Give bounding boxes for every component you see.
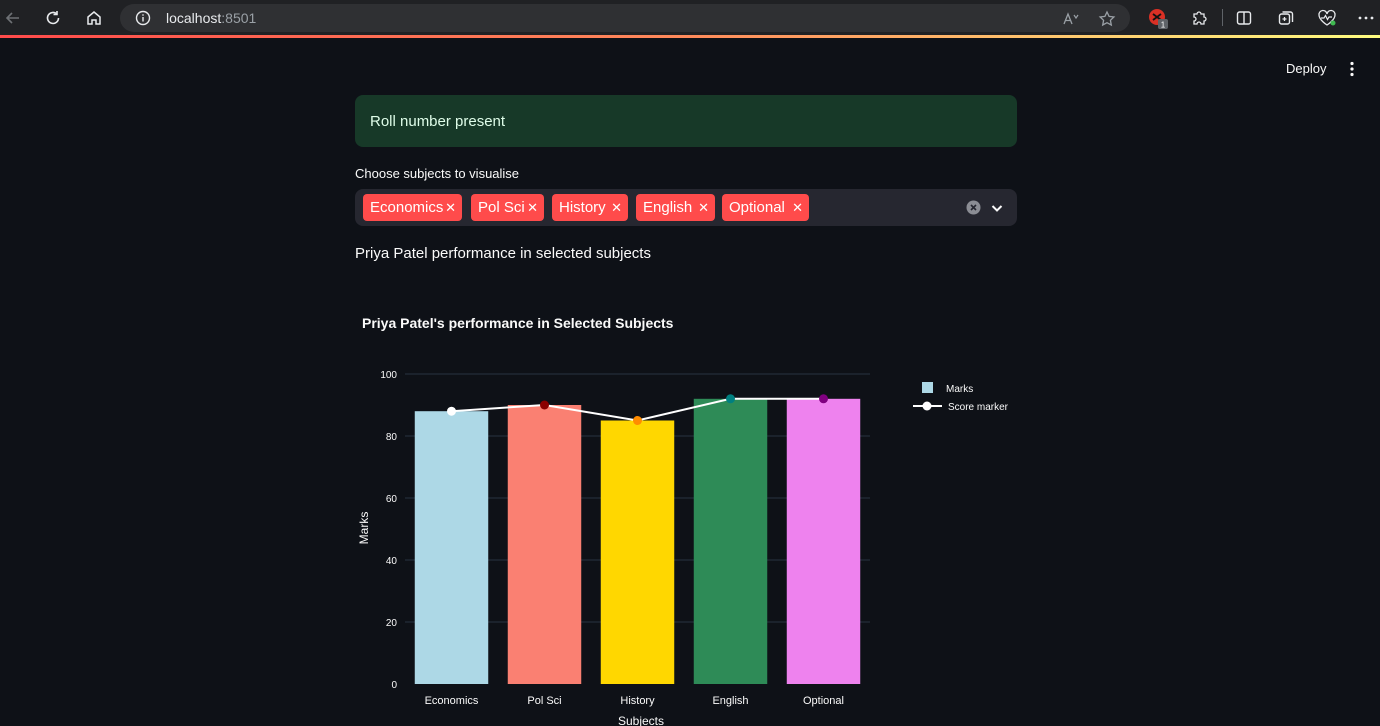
bar xyxy=(786,398,861,684)
toolbar-divider xyxy=(1222,9,1223,26)
deploy-button[interactable]: Deploy xyxy=(1286,61,1327,76)
home-button[interactable] xyxy=(81,5,107,31)
legend-marks-swatch xyxy=(922,382,933,393)
score-marker xyxy=(447,406,456,416)
tag-english[interactable]: English ✕ xyxy=(636,194,715,221)
streamlit-decoration-bar xyxy=(0,35,1380,38)
remove-tag-icon[interactable]: ✕ xyxy=(445,200,456,215)
more-horizontal-icon xyxy=(1358,16,1374,20)
browser-essentials-button[interactable] xyxy=(1315,6,1339,30)
tag-label: Optional xyxy=(729,199,785,216)
extension-badge: 1 xyxy=(1161,21,1166,30)
collections-button[interactable] xyxy=(1274,6,1298,30)
puzzle-icon xyxy=(1193,11,1207,25)
back-arrow-icon xyxy=(5,12,19,24)
main-menu-button[interactable] xyxy=(1342,59,1362,79)
favorite-button[interactable] xyxy=(1096,9,1118,29)
subjects-multiselect[interactable]: Economics ✕ Pol Sci ✕ History ✕ English … xyxy=(355,189,1017,226)
x-tick-label: English xyxy=(712,695,748,707)
bar xyxy=(693,398,768,684)
vertical-dots-icon xyxy=(1350,61,1354,77)
performance-caption: Priya Patel performance in selected subj… xyxy=(355,245,651,262)
back-button[interactable] xyxy=(0,5,26,31)
score-marker xyxy=(726,394,735,404)
tag-history[interactable]: History ✕ xyxy=(552,194,628,221)
legend-score-marker xyxy=(922,401,932,411)
tag-label: Economics xyxy=(370,199,444,216)
y-tick-label: 40 xyxy=(386,556,398,567)
plotly-chart[interactable]: Priya Patel's performance in Selected Su… xyxy=(355,295,1017,726)
tag-label: History xyxy=(559,199,606,216)
x-axis-label: Subjects xyxy=(618,714,664,726)
chevron-down-icon[interactable] xyxy=(989,200,1005,216)
extension-button[interactable]: 1 xyxy=(1146,6,1170,30)
extensions-button[interactable] xyxy=(1187,6,1211,30)
bar xyxy=(414,411,489,684)
tag-label: Pol Sci xyxy=(478,199,525,216)
tag-label: English xyxy=(643,199,693,216)
bar xyxy=(507,405,582,684)
line-layer xyxy=(447,394,828,425)
chart-svg[interactable]: 0 20 40 60 80 100 Economics Pol Sci History Engli… xyxy=(355,295,1017,726)
chart-legend[interactable]: Marks Score marker xyxy=(913,382,1009,413)
tick-layer: 0 20 40 60 80 100 Economics Pol Sci History Engli… xyxy=(380,370,844,707)
y-tick-label: 80 xyxy=(386,432,398,443)
legend-score-label: Score marker xyxy=(948,402,1009,413)
x-tick-label: History xyxy=(620,695,655,707)
split-screen-button[interactable] xyxy=(1232,6,1256,30)
score-marker xyxy=(633,416,642,425)
tag-economics[interactable]: Economics ✕ xyxy=(363,194,462,221)
read-aloud-icon xyxy=(1063,12,1079,25)
y-tick-label: 100 xyxy=(380,370,397,381)
remove-tag-icon[interactable]: ✕ xyxy=(527,200,538,215)
multiselect-label: Choose subjects to visualise xyxy=(355,166,520,181)
y-axis-label: Marks xyxy=(357,512,371,545)
split-screen-icon xyxy=(1236,11,1252,25)
url-text: localhost:8501 xyxy=(166,10,257,26)
star-icon xyxy=(1098,10,1116,27)
heart-pulse-icon xyxy=(1318,9,1336,26)
legend-marks-label: Marks xyxy=(946,384,973,395)
x-tick-label: Pol Sci xyxy=(527,695,561,707)
y-tick-label: 20 xyxy=(386,618,398,629)
settings-more-button[interactable] xyxy=(1354,6,1378,30)
x-tick-label: Economics xyxy=(425,695,479,707)
clear-all-icon[interactable] xyxy=(966,200,981,215)
collections-icon xyxy=(1278,11,1294,25)
browser-toolbar: localhost:8501 1 xyxy=(0,0,1380,35)
success-message: Roll number present xyxy=(370,113,506,130)
x-tick-label: Optional xyxy=(803,695,844,707)
bar-layer xyxy=(414,398,861,684)
read-aloud-button[interactable] xyxy=(1060,9,1082,29)
remove-tag-icon[interactable]: ✕ xyxy=(698,200,709,215)
extension-icon: 1 xyxy=(1149,9,1168,30)
tag-pol-sci[interactable]: Pol Sci ✕ xyxy=(471,194,544,221)
home-icon xyxy=(87,11,101,25)
y-tick-label: 60 xyxy=(386,494,398,505)
y-tick-label: 0 xyxy=(391,680,397,691)
address-bar[interactable]: localhost:8501 xyxy=(120,4,1130,32)
score-marker xyxy=(819,394,828,404)
refresh-button[interactable] xyxy=(40,5,66,31)
success-alert: Roll number present xyxy=(355,95,1017,147)
chart-title: Priya Patel's performance in Selected Su… xyxy=(362,315,674,331)
refresh-icon xyxy=(46,11,60,25)
tag-optional[interactable]: Optional ✕ xyxy=(722,194,809,221)
score-marker xyxy=(540,400,549,410)
bar xyxy=(600,420,675,684)
remove-tag-icon[interactable]: ✕ xyxy=(611,200,622,215)
remove-tag-icon[interactable]: ✕ xyxy=(792,200,803,215)
info-icon[interactable] xyxy=(135,10,151,26)
